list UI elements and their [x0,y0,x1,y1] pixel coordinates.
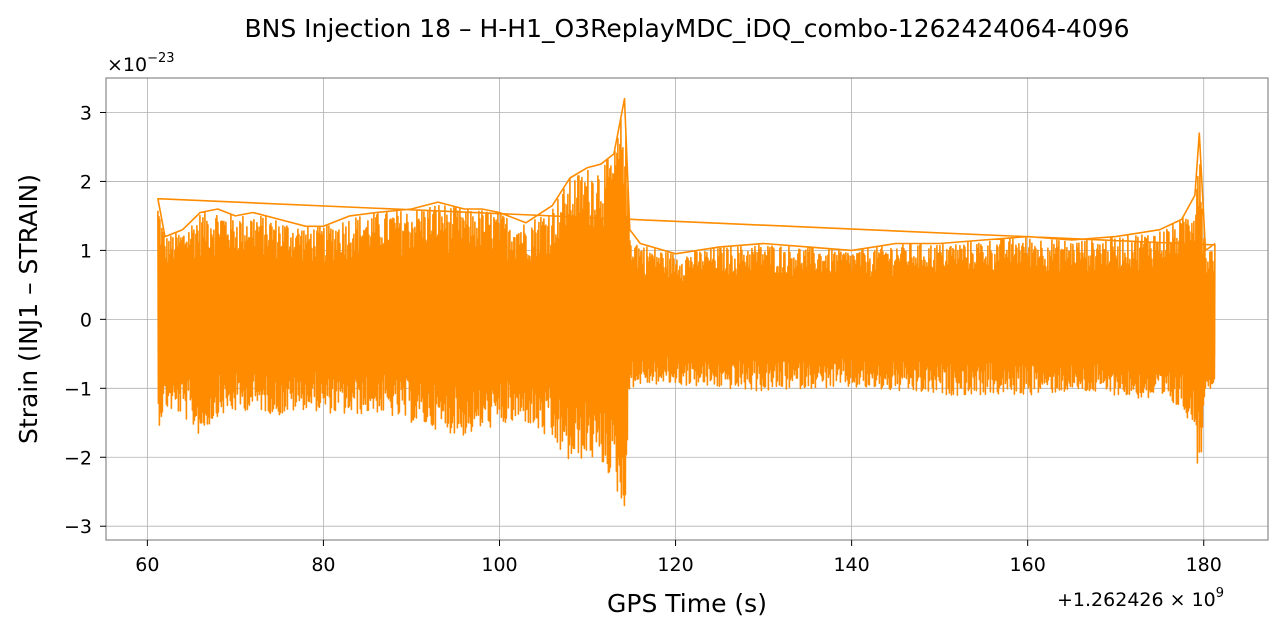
x-offset-exponent: 9 [1216,586,1224,601]
x-tick-label: 180 [1186,554,1222,576]
y-scale-exponent: −23 [147,51,174,66]
x-tick-label: 160 [1010,554,1046,576]
y-tick-label: 3 [80,102,92,124]
y-tick-label: −2 [64,447,92,469]
y-tick-label: 2 [80,171,92,193]
y-axis-label: Strain (INJ1 – STRAIN) [14,174,43,444]
x-offset-label: +1.262426 × 109 [1057,586,1224,611]
plot-frame [105,77,1269,541]
y-tick-label: 0 [80,309,92,331]
y-axis-ticks: −3 −2 −1 0 1 2 3 [64,102,106,538]
data-series [157,97,1216,507]
y-tick-label: −3 [64,516,92,538]
x-tick-label: 140 [833,554,869,576]
x-tick-label: 60 [135,554,159,576]
x-tick-label: 100 [481,554,517,576]
x-tick-label: 120 [657,554,693,576]
x-tick-label: 80 [311,554,335,576]
y-tick-label: −1 [64,378,92,400]
y-scale-label: ×10−23 [107,51,175,76]
x-axis-label: GPS Time (s) [607,589,767,618]
strain-series-dense-band [157,198,1216,430]
chart-title: BNS Injection 18 – H-H1_O3ReplayMDC_iDQ_… [244,14,1129,43]
x-axis-ticks: 60 80 100 120 140 160 180 [135,540,1222,576]
y-tick-label: 1 [80,240,92,262]
